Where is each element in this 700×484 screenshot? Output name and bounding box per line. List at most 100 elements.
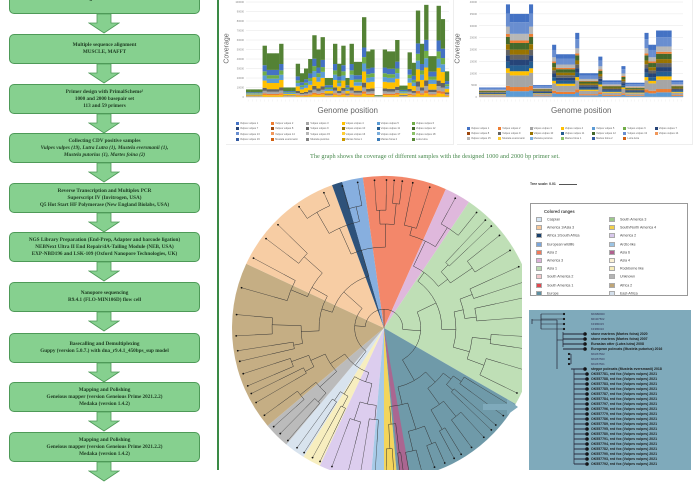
stacked-bar bbox=[541, 85, 545, 97]
range-label: America 1/Asia 3 bbox=[547, 226, 574, 230]
column-divider bbox=[217, 0, 219, 470]
legend-label: Vulpes vulpes 10 bbox=[534, 132, 554, 135]
y-tick-label: 60000 bbox=[237, 38, 245, 42]
workflow-flowchart: Length: >14 000 baseMultiple sequence al… bbox=[0, 0, 216, 470]
x-tick-label: | bbox=[339, 100, 340, 102]
stacked-bar bbox=[517, 14, 521, 97]
flow-step-detail: Geneious mapper (version Geneious Prime … bbox=[47, 394, 163, 401]
inset-leaf-label: steppe polecats (Mustela eversmanii) 201… bbox=[591, 367, 662, 371]
legend-label: Mustela eversmanii bbox=[502, 138, 524, 141]
legend-entry: Vulpes vulpes 4 bbox=[561, 127, 589, 130]
leaf-node bbox=[277, 224, 279, 226]
leaf-node bbox=[239, 360, 241, 362]
legend-entry: Martes foina 2 bbox=[377, 138, 409, 141]
stacked-bar bbox=[345, 78, 349, 97]
x-tick-label: | bbox=[414, 100, 415, 102]
x-tick-label: | bbox=[409, 100, 410, 102]
flow-step-title: Multiple sequence alignment bbox=[73, 42, 137, 49]
stacked-bar bbox=[416, 11, 420, 97]
stacked-bar bbox=[544, 85, 548, 97]
colored-range-entry: Africa 1/South Africa bbox=[536, 233, 609, 241]
y-tick-label: 50000 bbox=[237, 48, 245, 52]
stacked-bar bbox=[671, 80, 675, 97]
stacked-bar bbox=[591, 73, 595, 97]
x-tick-label: | bbox=[496, 100, 497, 102]
right-arrow-icon bbox=[483, 398, 519, 416]
leaf-node bbox=[235, 335, 237, 337]
legend-entry: Mustela putorius bbox=[530, 137, 558, 140]
flow-step-detail: NEBNext Ultra II End Repair/dA-Tailing M… bbox=[35, 244, 173, 251]
flow-arrow-icon bbox=[88, 64, 120, 86]
stacked-bar bbox=[250, 89, 254, 97]
legend-swatch bbox=[271, 132, 274, 135]
colored-range-entry: South America 3 bbox=[609, 217, 682, 225]
stacked-bar bbox=[583, 73, 587, 97]
x-tick-label: | bbox=[356, 100, 357, 102]
y-tick-label: 25000 bbox=[470, 36, 478, 40]
leaf-node bbox=[401, 180, 403, 182]
legend-label: Vulpes vulpes 16 bbox=[346, 133, 366, 136]
stacked-bar bbox=[412, 63, 416, 97]
y-tick-label: 40000 bbox=[237, 57, 245, 61]
leaf-node bbox=[303, 452, 305, 454]
x-tick-label: | bbox=[623, 100, 624, 102]
leaf-node bbox=[509, 250, 511, 252]
stacked-bar bbox=[614, 80, 618, 97]
leaf-node bbox=[476, 212, 478, 214]
x-tick-label: | bbox=[405, 100, 406, 102]
leaf-node bbox=[247, 385, 249, 387]
leaf-node bbox=[444, 462, 446, 464]
x-tick-label: | bbox=[364, 100, 365, 102]
legend-entry: Vulpes vulpes 13 bbox=[236, 132, 268, 135]
range-swatch bbox=[536, 266, 542, 271]
stacked-bar bbox=[641, 83, 645, 97]
x-tick-label: | bbox=[376, 100, 377, 102]
inset-leaf-label: MF407502 bbox=[591, 317, 604, 321]
stacked-bar bbox=[263, 46, 267, 97]
x-tick-label: | bbox=[558, 100, 559, 102]
stacked-bar bbox=[502, 88, 506, 98]
inset-leaf-label: OK557787, red fox (Vulpes vulpes) 2021 bbox=[591, 392, 657, 396]
legend-entry: Martes foina 1 bbox=[342, 138, 374, 141]
legend-swatch bbox=[306, 138, 309, 141]
stacked-bar bbox=[312, 35, 316, 97]
flow-step-detail: Q5 Hot Start HF Polymerase (New England … bbox=[40, 202, 169, 209]
x-tick-label: | bbox=[306, 100, 307, 102]
colored-range-entry: Asia 2 bbox=[536, 250, 609, 258]
x-tick-label: | bbox=[277, 100, 278, 102]
x-tick-label: | bbox=[504, 100, 505, 102]
x-tick-label: | bbox=[585, 100, 586, 102]
colored-range-entry: America 3 bbox=[536, 258, 609, 266]
flow-step-detail: Medaka (version 1.4.2) bbox=[79, 451, 130, 458]
stacked-bar bbox=[350, 44, 354, 97]
x-tick-label: | bbox=[596, 100, 597, 102]
stacked-bar bbox=[420, 44, 424, 97]
legend-label: Vulpes vulpes 5 bbox=[596, 127, 614, 130]
flow-step-detail: EXP-NBD196 and LSK-109 (Oxford Nanopore … bbox=[32, 251, 178, 258]
stacked-bar bbox=[548, 85, 552, 97]
x-tick-label: | bbox=[650, 100, 651, 102]
range-label: European wildlife bbox=[547, 242, 574, 246]
range-swatch bbox=[536, 233, 542, 238]
range-swatch bbox=[609, 225, 615, 230]
inset-leaf-label: MN980900 bbox=[591, 312, 605, 316]
stacked-bar bbox=[491, 88, 495, 98]
legend-label: Vulpes vulpes 18 bbox=[416, 133, 436, 136]
x-tick-label: | bbox=[248, 100, 249, 102]
flow-step-detail: Medaka (version 1.4.2) bbox=[79, 401, 130, 408]
range-swatch bbox=[536, 250, 542, 255]
legend-entry: Vulpes vulpes 2 bbox=[271, 122, 303, 125]
range-swatch bbox=[609, 217, 615, 222]
leaf-node bbox=[393, 179, 395, 181]
stacked-bar bbox=[618, 80, 622, 97]
legend-swatch bbox=[377, 122, 380, 125]
x-tick-label: | bbox=[639, 100, 640, 102]
stacked-bar bbox=[258, 89, 262, 97]
legend-swatch bbox=[623, 132, 626, 135]
legend-swatch bbox=[412, 127, 415, 130]
x-tick-label: | bbox=[331, 100, 332, 102]
leaf-node bbox=[516, 392, 518, 394]
legend-label: Vulpes vulpes 13 bbox=[240, 133, 260, 136]
leaf-node bbox=[265, 238, 267, 240]
